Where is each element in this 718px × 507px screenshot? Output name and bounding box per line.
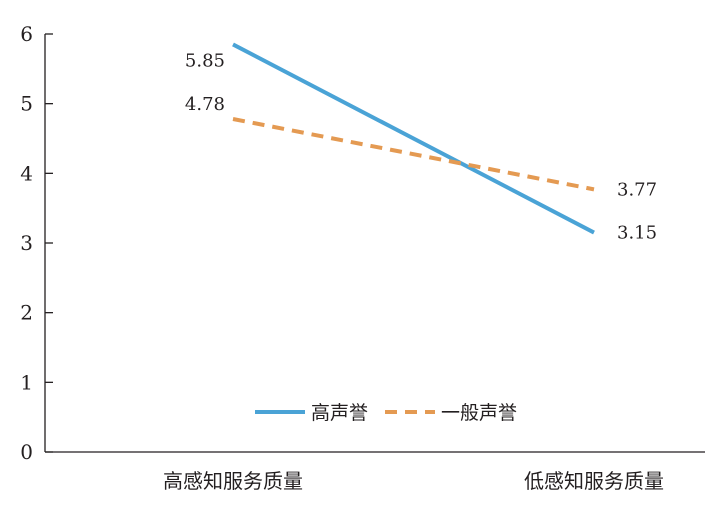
x-category-label: 低感知服务质量 bbox=[524, 469, 664, 493]
y-tick-label: 4 bbox=[20, 161, 33, 185]
legend: 高声誉 一般声誉 bbox=[255, 402, 517, 424]
axes bbox=[44, 34, 705, 453]
x-category-label: 高感知服务质量 bbox=[163, 469, 303, 493]
legend-label: 高声誉 bbox=[311, 402, 368, 424]
series-lines bbox=[232, 42, 595, 235]
data-label: 3.15 bbox=[617, 223, 657, 244]
data-labels: 5.85 3.15 4.78 3.77 bbox=[185, 50, 657, 243]
y-tick-label: 1 bbox=[20, 370, 33, 394]
y-tick-label: 3 bbox=[20, 231, 33, 255]
data-label: 5.85 bbox=[185, 50, 225, 71]
x-categories: 高感知服务质量 低感知服务质量 bbox=[163, 469, 664, 493]
data-label: 3.77 bbox=[617, 179, 657, 200]
series-line-2 bbox=[232, 117, 595, 192]
legend-label: 一般声誉 bbox=[441, 402, 517, 424]
data-label: 4.78 bbox=[185, 94, 225, 115]
y-tick-label: 2 bbox=[20, 301, 33, 325]
y-tick-label: 5 bbox=[20, 92, 33, 116]
y-tick-label: 6 bbox=[20, 22, 33, 46]
y-ticks: 0 1 2 3 4 5 6 bbox=[20, 22, 53, 464]
y-tick-label: 0 bbox=[20, 440, 33, 464]
series-line-1 bbox=[232, 42, 595, 235]
